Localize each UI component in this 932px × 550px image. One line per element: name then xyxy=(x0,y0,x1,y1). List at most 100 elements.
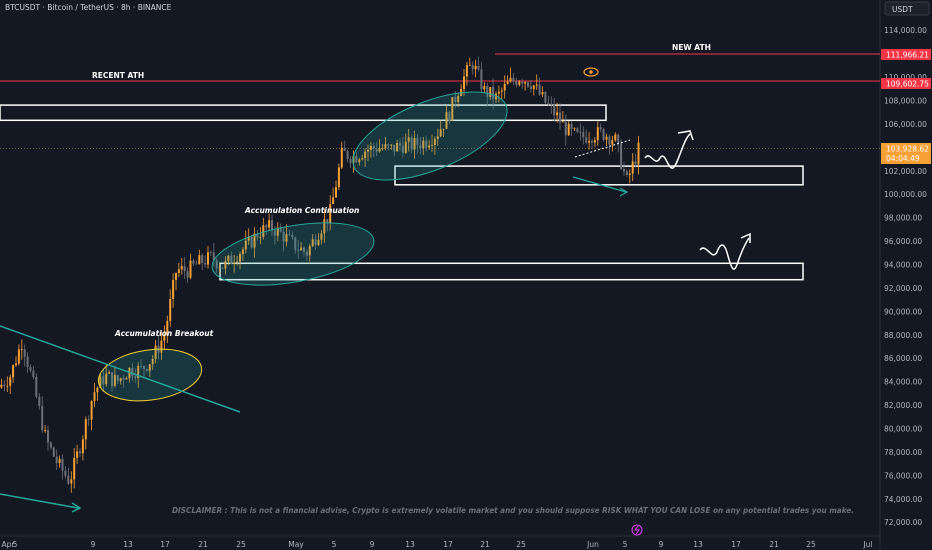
candle xyxy=(73,448,76,489)
arrow-bottom-left-head xyxy=(71,502,82,513)
candle xyxy=(547,95,550,106)
candle xyxy=(576,126,579,134)
accumulation-breakout-ellipse xyxy=(97,348,203,402)
candle xyxy=(0,378,3,389)
candle xyxy=(76,444,79,464)
lightning-icon[interactable] xyxy=(631,524,643,536)
candle xyxy=(215,258,218,274)
y-tick-label: 86,000.00 xyxy=(884,354,922,363)
candle xyxy=(410,134,413,154)
candle xyxy=(448,110,451,125)
candle xyxy=(166,315,169,344)
x-tick-label: Apr xyxy=(2,540,16,549)
candle xyxy=(631,153,634,181)
candle xyxy=(52,446,55,458)
x-tick-label: 25 xyxy=(516,540,526,549)
candle xyxy=(262,217,265,240)
candle xyxy=(23,344,26,367)
symbol-title[interactable]: BTCUSDT · Bitcoin / TetherUS · 8h · BINA… xyxy=(5,3,172,12)
x-tick-label: 17 xyxy=(443,540,453,549)
candle xyxy=(99,373,102,388)
x-tick-label: 13 xyxy=(405,540,415,549)
candle xyxy=(108,370,111,374)
candle xyxy=(527,81,529,88)
x-tick-label: 9 xyxy=(659,540,664,549)
candle xyxy=(387,143,390,151)
candle xyxy=(145,368,148,373)
candle xyxy=(486,82,489,107)
candle xyxy=(349,156,352,169)
candle xyxy=(404,133,407,154)
candle xyxy=(305,249,308,261)
eye-icon[interactable] xyxy=(583,67,599,77)
y-tick-label: 76,000.00 xyxy=(884,471,922,480)
candle xyxy=(442,128,445,137)
new-ath-label: NEW ATH xyxy=(672,43,711,52)
candle xyxy=(608,134,611,155)
y-tick-label: 110,000.00 xyxy=(884,73,927,82)
zones-layer xyxy=(0,104,804,281)
candle xyxy=(503,75,506,99)
x-tick-label: 5 xyxy=(623,540,628,549)
candle xyxy=(15,356,17,367)
candle xyxy=(637,135,640,175)
candle xyxy=(346,149,349,163)
y-tick-label: 94,000.00 xyxy=(884,261,922,270)
candle xyxy=(416,133,419,154)
candle xyxy=(241,247,244,261)
candle xyxy=(509,67,512,83)
candle xyxy=(361,154,364,161)
candle xyxy=(96,386,99,401)
candle xyxy=(26,352,29,373)
candle xyxy=(500,87,503,101)
candle xyxy=(390,144,393,150)
candle xyxy=(431,134,433,153)
candle xyxy=(384,136,387,151)
projection-arrow-upper xyxy=(644,133,691,169)
candle xyxy=(561,111,564,123)
candle xyxy=(44,425,47,433)
candle xyxy=(198,249,201,265)
x-tick-label: 17 xyxy=(160,540,170,549)
x-tick-label: 5 xyxy=(332,540,337,549)
candle xyxy=(195,260,198,265)
candle xyxy=(591,138,593,149)
x-tick-label: 25 xyxy=(236,540,246,549)
currency-button[interactable]: USDT xyxy=(892,5,913,14)
candle xyxy=(381,143,384,151)
candle xyxy=(323,209,326,243)
candle xyxy=(355,152,358,163)
candle xyxy=(605,133,608,146)
y-tick-label: 74,000.00 xyxy=(884,495,922,504)
candle xyxy=(55,449,58,470)
candle xyxy=(614,132,617,142)
candle xyxy=(3,380,6,392)
candle xyxy=(61,454,64,480)
candle xyxy=(617,133,620,153)
candle xyxy=(468,57,471,66)
candle xyxy=(140,359,143,369)
currency-button-box[interactable] xyxy=(884,1,930,16)
candle xyxy=(471,61,474,75)
projection-arrow-upper-head xyxy=(677,130,694,141)
candle xyxy=(87,415,90,426)
candle xyxy=(35,373,38,399)
candle xyxy=(183,256,186,279)
candle xyxy=(102,369,105,392)
candle xyxy=(401,137,404,158)
candle xyxy=(303,245,305,257)
candle xyxy=(399,138,401,152)
candle xyxy=(625,169,628,177)
candle xyxy=(396,139,399,152)
candle xyxy=(451,97,454,122)
candle xyxy=(311,234,314,247)
candle xyxy=(285,224,288,247)
candle xyxy=(596,121,599,146)
candle xyxy=(332,187,335,205)
candle xyxy=(439,120,442,138)
candle xyxy=(570,120,573,136)
downtrend-line xyxy=(0,325,241,413)
